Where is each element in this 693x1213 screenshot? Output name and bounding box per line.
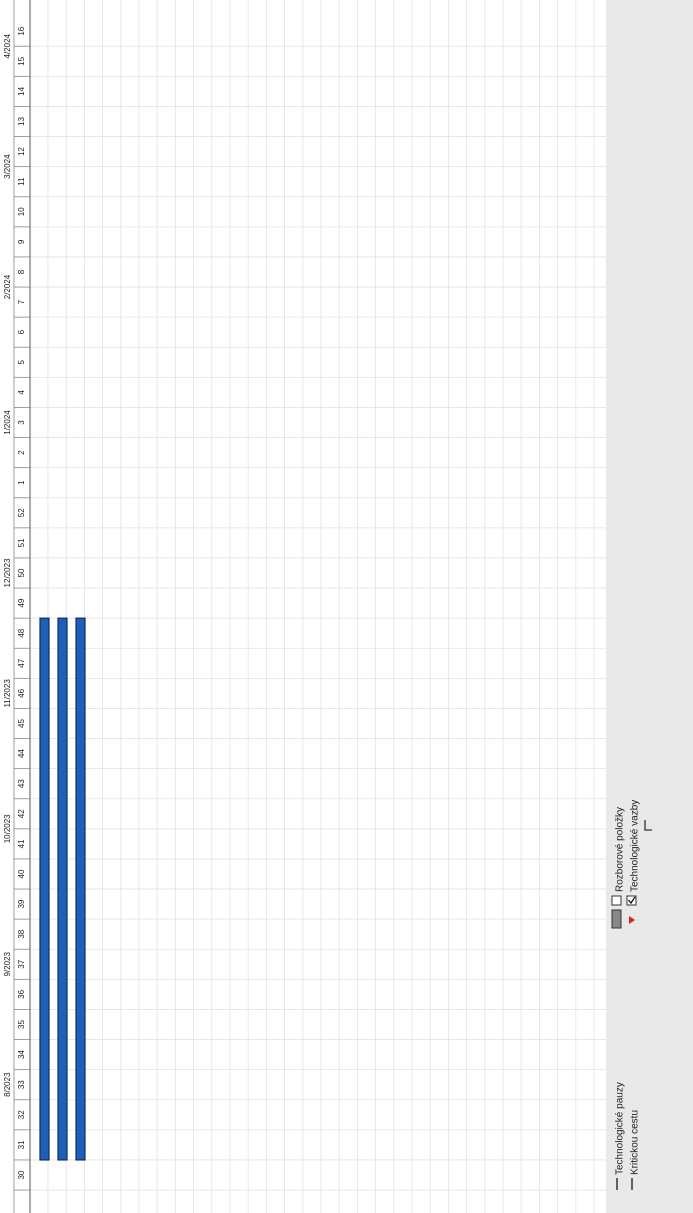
week-label: 40 bbox=[17, 869, 26, 878]
week-label: 3 bbox=[17, 420, 26, 425]
month-label: 1/2024 bbox=[3, 410, 12, 435]
week-label: 7 bbox=[17, 299, 26, 304]
week-label: 31 bbox=[17, 1140, 26, 1149]
week-label: 6 bbox=[17, 329, 26, 334]
week-label: 41 bbox=[17, 839, 26, 848]
checkbox[interactable] bbox=[626, 895, 637, 906]
week-label: 39 bbox=[17, 899, 26, 908]
month-label: 11/2023 bbox=[3, 679, 12, 708]
week-label: 48 bbox=[17, 628, 26, 637]
week-label: 10 bbox=[17, 207, 26, 216]
week-label: 46 bbox=[17, 688, 26, 697]
task-bar bbox=[39, 617, 50, 1161]
legend-panel bbox=[606, 0, 693, 1213]
week-label: 2 bbox=[17, 450, 26, 455]
week-label: 34 bbox=[17, 1050, 26, 1059]
legend-label: Kritickou cestu bbox=[630, 1110, 641, 1175]
legend-icon bbox=[629, 916, 635, 924]
week-label: 52 bbox=[17, 508, 26, 517]
week-label: 15 bbox=[17, 56, 26, 65]
week-label: 38 bbox=[17, 929, 26, 938]
week-label: 32 bbox=[17, 1110, 26, 1119]
task-bar bbox=[75, 617, 86, 1161]
week-label: 44 bbox=[17, 749, 26, 758]
month-label: 4/2024 bbox=[3, 33, 12, 58]
month-label: 12/2023 bbox=[3, 558, 12, 587]
week-label: 13 bbox=[17, 117, 26, 126]
week-label: 33 bbox=[17, 1080, 26, 1089]
week-label: 8 bbox=[17, 269, 26, 274]
week-label: 4 bbox=[17, 390, 26, 395]
month-label: 3/2024 bbox=[3, 154, 12, 179]
week-label: 30 bbox=[17, 1170, 26, 1179]
week-label: 47 bbox=[17, 658, 26, 667]
week-label: 45 bbox=[17, 719, 26, 728]
week-label: 42 bbox=[17, 809, 26, 818]
legend-label: Rozborové položky bbox=[615, 807, 626, 892]
week-label: 11 bbox=[17, 177, 26, 186]
week-label: 16 bbox=[17, 26, 26, 35]
week-label: 37 bbox=[17, 959, 26, 968]
week-label: 14 bbox=[17, 86, 26, 95]
week-label: 35 bbox=[17, 1020, 26, 1029]
legend-label: Technologické vazby bbox=[630, 800, 641, 892]
legend-label: Technologické pauzy bbox=[615, 1082, 626, 1175]
month-label: 10/2023 bbox=[3, 814, 12, 843]
week-label: 36 bbox=[17, 989, 26, 998]
week-label: 43 bbox=[17, 779, 26, 788]
checkbox[interactable] bbox=[644, 820, 652, 831]
checkmark bbox=[628, 896, 636, 905]
month-label: 9/2023 bbox=[3, 952, 12, 977]
week-label: 1 bbox=[17, 480, 26, 485]
task-bar bbox=[57, 617, 68, 1161]
month-label: 8/2023 bbox=[3, 1072, 12, 1097]
week-label: 9 bbox=[17, 239, 26, 244]
week-label: 51 bbox=[17, 538, 26, 547]
week-label: 12 bbox=[17, 147, 26, 156]
legend-icon bbox=[611, 909, 622, 929]
week-label: 50 bbox=[17, 568, 26, 577]
week-label: 5 bbox=[17, 360, 26, 365]
week-label: 49 bbox=[17, 598, 26, 607]
checkbox[interactable] bbox=[611, 895, 622, 906]
month-label: 2/2024 bbox=[3, 274, 12, 299]
